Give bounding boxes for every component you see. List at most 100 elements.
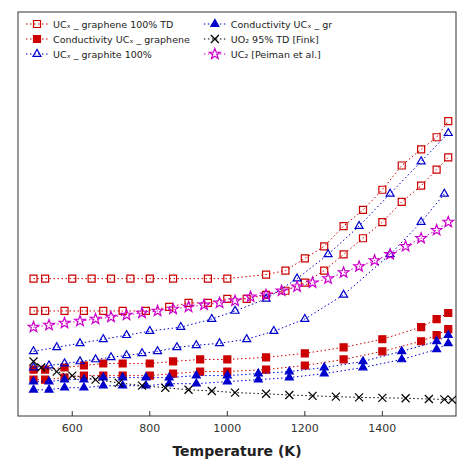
data-point — [80, 307, 87, 314]
data-point — [137, 307, 148, 317]
data-point — [138, 382, 146, 390]
series — [30, 129, 453, 354]
data-point — [332, 393, 340, 401]
data-point — [146, 327, 154, 334]
data-point — [398, 355, 406, 362]
data-point — [106, 311, 117, 321]
data-point — [192, 379, 200, 386]
legend: UCₓ _ graphene 100% TDConductivity UCₓ _… — [26, 19, 332, 60]
data-point — [431, 225, 442, 235]
x-tick-label: 1000 — [213, 422, 241, 435]
data-point — [301, 350, 308, 357]
x-tick — [72, 411, 73, 416]
data-point — [59, 317, 70, 327]
data-point — [42, 307, 49, 314]
legend-line — [26, 54, 48, 55]
data-point — [359, 235, 366, 242]
data-point — [28, 322, 39, 332]
data-point — [223, 377, 231, 384]
data-point — [379, 186, 386, 193]
series-line — [34, 121, 449, 279]
data-point — [173, 343, 181, 350]
data-point — [88, 275, 95, 282]
data-point — [90, 313, 101, 323]
data-point — [30, 385, 38, 392]
data-point — [321, 243, 328, 250]
data-point — [208, 387, 216, 395]
data-point — [45, 361, 53, 368]
legend-line — [204, 54, 226, 55]
data-point — [276, 285, 287, 295]
data-point — [402, 394, 410, 402]
series — [30, 331, 453, 384]
legend-entry: Conductivity UCₓ _ graphene — [26, 34, 190, 45]
data-point — [61, 383, 69, 390]
data-point — [100, 307, 107, 314]
legend-label: Conductivity UCₓ _ graphene — [53, 34, 190, 45]
legend-marker — [210, 48, 221, 58]
data-point — [340, 251, 347, 258]
series-line — [34, 335, 449, 381]
data-point — [263, 366, 270, 373]
data-point — [340, 356, 347, 363]
data-point — [42, 275, 49, 282]
data-point — [338, 267, 349, 277]
data-point — [355, 393, 363, 401]
data-point — [75, 315, 86, 325]
data-point — [262, 390, 270, 398]
data-point — [440, 395, 448, 403]
data-point — [270, 327, 278, 334]
data-point — [121, 309, 132, 319]
data-point — [243, 335, 251, 342]
data-point — [224, 356, 231, 363]
data-point — [185, 386, 193, 394]
data-point — [170, 275, 177, 282]
data-point — [177, 323, 185, 330]
data-point — [231, 389, 239, 397]
data-point — [192, 341, 200, 348]
x-tick-label: 800 — [139, 422, 160, 435]
data-point — [68, 372, 76, 380]
data-point — [92, 355, 100, 362]
legend-marker — [211, 19, 219, 26]
data-point — [444, 339, 452, 346]
data-point — [433, 166, 440, 173]
data-point — [99, 335, 107, 342]
data-point — [152, 305, 163, 315]
data-point — [320, 369, 328, 376]
data-point — [45, 385, 53, 392]
series-line — [34, 329, 449, 380]
data-point — [146, 360, 153, 367]
series — [30, 339, 453, 392]
data-point — [324, 250, 332, 257]
data-point — [30, 275, 37, 282]
legend-marker — [34, 36, 41, 43]
legend-entry: UO₂ 95% TD [Fink] — [204, 34, 319, 45]
data-point — [323, 273, 334, 283]
data-point — [433, 316, 440, 323]
data-point — [127, 275, 134, 282]
data-point — [208, 314, 216, 321]
data-point — [359, 363, 367, 370]
series — [30, 118, 452, 283]
data-point — [107, 353, 115, 360]
data-point — [76, 339, 84, 346]
data-point — [165, 379, 173, 386]
data-point — [379, 219, 386, 226]
legend-marker — [211, 35, 219, 43]
legend-label: UO₂ 95% TD [Fink] — [231, 34, 319, 45]
data-point — [263, 354, 270, 361]
data-point — [282, 267, 289, 274]
series-line — [34, 157, 449, 311]
data-point — [230, 295, 241, 305]
data-point — [398, 347, 406, 354]
data-point — [231, 306, 239, 313]
data-point — [204, 275, 211, 282]
legend-entry: UCₓ _ graphite 100% — [26, 49, 152, 60]
series — [28, 216, 453, 331]
x-tick — [304, 411, 305, 416]
data-point — [170, 358, 177, 365]
data-point — [30, 347, 38, 354]
data-point — [425, 395, 433, 403]
data-point — [123, 351, 131, 358]
